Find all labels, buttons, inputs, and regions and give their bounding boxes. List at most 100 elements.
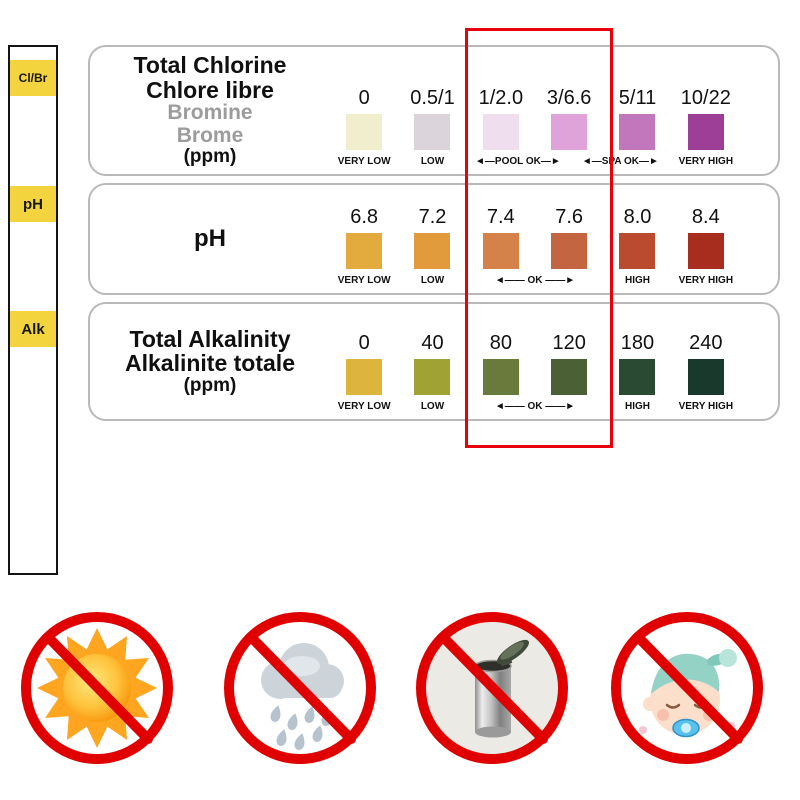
title-alkalinite-totale: Alkalinite totale [125, 350, 295, 377]
cloud-highlight [284, 656, 320, 676]
color-swatch [414, 233, 451, 269]
color-swatch [619, 359, 656, 395]
title-brome: Brome [176, 123, 244, 147]
value-label: 80 [489, 332, 512, 354]
note-label: HIGH [624, 275, 650, 286]
no-babies-icon [611, 612, 763, 764]
ph-panel-title: pH [90, 185, 330, 293]
strip-pad-ph-label: pH [23, 195, 43, 213]
ph-notes-row: VERY LOW LOW ◄—— OK ——► HIGH VERY HIGH [330, 275, 740, 286]
strip-pad-alk-label: Alk [21, 320, 45, 338]
note-label: ◄—— OK ——► [494, 401, 576, 412]
title-total-chlorine: Total Chlorine [133, 52, 287, 79]
color-swatch [482, 359, 519, 395]
note-label: LOW [420, 156, 445, 167]
alkalinity-swatch-row [330, 359, 740, 395]
value-label: 7.4 [486, 206, 515, 228]
title-bromine: Bromine [167, 101, 253, 125]
warning-no-direct-sunlight [17, 608, 177, 768]
chlorine-bromine-panel: Total Chlorine Chlore libre Bromine Brom… [88, 45, 780, 176]
title-ph: pH [194, 225, 226, 253]
note-label: VERY LOW [337, 275, 391, 286]
color-swatch [482, 114, 519, 150]
color-swatch [346, 114, 383, 150]
alkalinity-values-row: 0 40 80 120 180 240 [330, 332, 740, 355]
value-label: 3/6.6 [546, 87, 592, 109]
strip-pad-clbr-label: Cl/Br [18, 71, 48, 85]
value-label: 8.0 [623, 206, 652, 228]
prohibition-slash [43, 632, 153, 744]
value-label: 40 [421, 332, 444, 354]
color-swatch [619, 233, 656, 269]
strip-pad-clbr: Cl/Br [10, 60, 56, 96]
prohibition-slash [633, 632, 743, 744]
no-rain-icon [224, 612, 376, 764]
note-label: VERY HIGH [678, 401, 734, 412]
value-label: 6.8 [350, 206, 379, 228]
ph-panel: pH 6.8 7.2 7.4 7.6 8.0 8.4 VERY LOW L [88, 183, 780, 295]
note-label: ◄—POOL OK—► [475, 156, 561, 167]
strip-pad-ph: pH [10, 186, 56, 222]
note-label: ◄—SPA OK—► [581, 156, 659, 167]
ph-swatch-row [330, 233, 740, 269]
value-label: 1/2.0 [478, 87, 524, 109]
value-label: 0 [358, 87, 370, 109]
alkalinity-panel: Total Alkalinity Alkalinite totale (ppm)… [88, 302, 780, 421]
value-label: 8.4 [691, 206, 720, 228]
ph-columns: 6.8 7.2 7.4 7.6 8.0 8.4 VERY LOW LOW ◄——… [330, 185, 740, 293]
note-label: VERY HIGH [678, 275, 734, 286]
prohibition-ring [416, 612, 568, 764]
warning-no-rain [220, 608, 380, 768]
value-label: 240 [689, 332, 723, 354]
chlorine-values-row: 0 0.5/1 1/2.0 3/6.6 5/11 10/22 [330, 87, 740, 110]
value-label: 0 [358, 332, 370, 354]
color-swatch [687, 233, 724, 269]
note-label: VERY LOW [337, 156, 391, 167]
prohibition-slash [438, 632, 548, 744]
color-swatch [346, 359, 383, 395]
value-label: 5/11 [618, 87, 657, 109]
value-label: 7.6 [555, 206, 584, 228]
color-swatch [482, 233, 519, 269]
prohibition-slash [246, 632, 356, 744]
color-swatch [551, 359, 588, 395]
ph-values-row: 6.8 7.2 7.4 7.6 8.0 8.4 [330, 206, 740, 229]
prohibition-ring [224, 612, 376, 764]
alkalinity-columns: 0 40 80 120 180 240 VERY LOW LOW ◄—— OK … [330, 304, 740, 419]
title-chlore-libre: Chlore libre [146, 76, 274, 103]
prohibition-ring [611, 612, 763, 764]
note-label: ◄—— OK ——► [494, 275, 576, 286]
value-label: 10/22 [680, 87, 731, 109]
value-label: 0.5/1 [410, 87, 455, 109]
no-open-container-icon [416, 612, 568, 764]
note-label: VERY HIGH [678, 156, 734, 167]
chlorine-notes-row: VERY LOW LOW ◄—POOL OK—► ◄—SPA OK—► VERY… [330, 156, 740, 167]
color-swatch [551, 114, 588, 150]
note-label: HIGH [624, 401, 650, 412]
color-swatch [414, 114, 451, 150]
chlorine-columns: 0 0.5/1 1/2.0 3/6.6 5/11 10/22 VERY LOW … [330, 47, 740, 174]
title-ppm: (ppm) [183, 146, 237, 168]
color-swatch [687, 359, 724, 395]
color-swatch [687, 114, 724, 150]
chlorine-swatch-row [330, 114, 740, 150]
chlorine-panel-title: Total Chlorine Chlore libre Bromine Brom… [90, 47, 330, 174]
test-strip: Cl/Br pH Alk [8, 45, 58, 575]
warning-no-babies [607, 608, 767, 768]
note-label: LOW [420, 275, 445, 286]
title-total-alkalinity: Total Alkalinity [129, 325, 291, 352]
warning-no-open-container [412, 608, 572, 768]
color-chart-panels: Total Chlorine Chlore libre Bromine Brom… [88, 45, 780, 428]
color-swatch [346, 233, 383, 269]
alkalinity-notes-row: VERY LOW LOW ◄—— OK ——► HIGH VERY HIGH [330, 401, 740, 412]
value-label: 180 [620, 332, 655, 354]
note-label: LOW [420, 401, 445, 412]
no-direct-sunlight-icon [21, 612, 173, 764]
color-swatch [619, 114, 656, 150]
value-label: 7.2 [418, 206, 447, 228]
color-swatch [414, 359, 451, 395]
color-swatch [551, 233, 588, 269]
alkalinity-panel-title: Total Alkalinity Alkalinite totale (ppm) [90, 304, 330, 419]
prohibition-ring [21, 612, 173, 764]
